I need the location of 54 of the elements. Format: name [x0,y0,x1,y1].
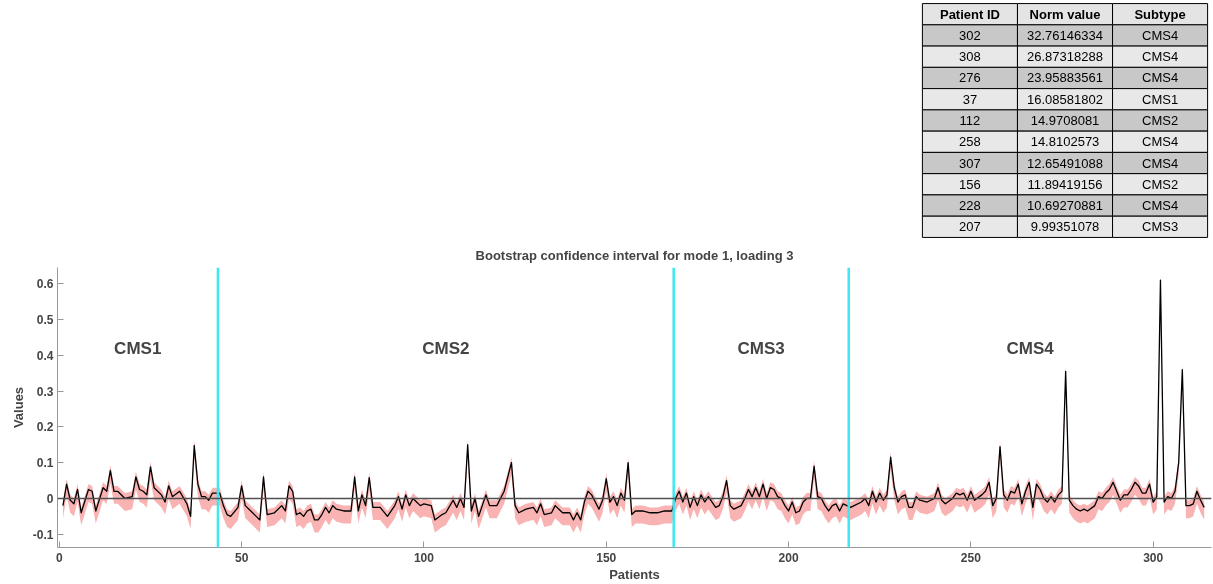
text: 302 [959,27,981,43]
y-tick-label: 0.4 [36,348,54,363]
text: 32.76146334 [1027,27,1103,43]
text: CMS4 [1142,134,1179,150]
text: 12.65491088 [1027,155,1103,171]
text: CMS4 [1142,27,1179,43]
text: CMS4 [1142,155,1179,171]
text: 307 [959,155,981,171]
text: CMS4 [1142,70,1179,86]
text: CMS2 [1142,176,1179,192]
category-label: Subtype [1134,6,1186,22]
text: 112 [959,113,981,128]
text: 207 [959,219,981,235]
text: 26.87318288 [1027,49,1103,65]
x-tick-label: 200 [778,550,799,565]
x-tick-label: 300 [1143,550,1164,565]
y-tick-label: 0.2 [36,420,54,435]
text: 276 [959,70,981,86]
chart-title: Bootstrap confidence interval for mode 1, loading 3 [475,247,794,263]
text: 14.9708081 [1030,113,1100,128]
y-tick-label: 0.3 [36,384,54,399]
y-tick-label: -0.1 [32,527,54,542]
x-tick-label: 100 [413,550,435,565]
annotation: CMS1 [114,339,162,359]
text: CMS4 [1142,198,1179,214]
text: CMS2 [1142,113,1179,128]
annotation: CMS2 [422,339,470,359]
text: 9.99351078 [1030,219,1100,235]
text: 258 [959,134,981,150]
text: 16.08581802 [1027,91,1103,107]
y-axis-title: Values [10,386,26,429]
text: 37 [962,91,978,107]
y-tick-label: 0.5 [36,312,54,327]
text: CMS4 [1142,49,1179,65]
text: 23.95883561 [1027,70,1103,86]
y-tick-label: 0.6 [36,277,54,292]
text: 228 [959,198,981,214]
text: 14.8102573 [1030,134,1100,150]
text: 10.69270881 [1027,198,1103,214]
text: 11.89419156 [1027,176,1103,192]
annotation: CMS3 [737,339,785,359]
text: CMS3 [1142,219,1179,235]
category-label: Patient ID [939,6,1000,22]
text: CMS1 [1142,91,1179,107]
text: 156 [959,176,981,192]
x-tick-label: 250 [960,550,982,565]
x-tick-label: 50 [234,550,249,565]
x-tick-label: 150 [596,550,617,565]
text: 308 [959,49,981,65]
x-axis-title: Patients [609,566,660,582]
annotation: CMS4 [1006,339,1055,359]
category-label: Norm value [1029,6,1101,22]
y-tick-label: 0.1 [36,456,54,471]
y-tick-label: 0 [46,491,54,506]
